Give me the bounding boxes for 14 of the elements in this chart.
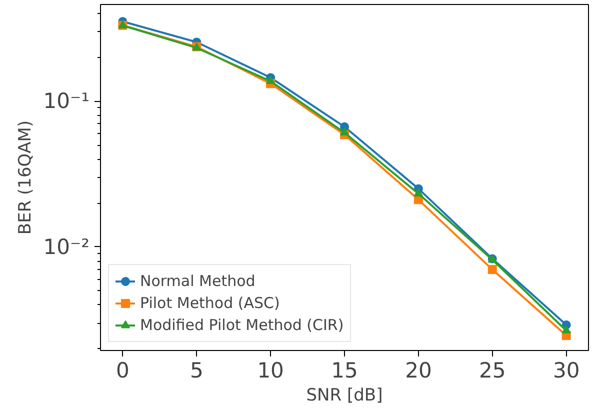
y-tick-label: 10⁻² (43, 234, 90, 259)
legend-label: Normal Method (140, 272, 256, 290)
legend-label: Modified Pilot Method (CIR) (140, 316, 344, 334)
y-tick-label: 10⁻¹ (43, 89, 90, 114)
x-tick-label: 0 (116, 358, 130, 382)
x-tick-label: 30 (552, 358, 580, 382)
y-axis-title: BER (16QAM) (15, 120, 36, 235)
x-tick-label: 20 (405, 358, 432, 382)
x-tick-label: 5 (190, 358, 204, 382)
x-tick-label: 25 (479, 358, 506, 382)
x-tick-label: 15 (331, 358, 358, 382)
legend-label: Pilot Method (ASC) (140, 294, 280, 312)
x-axis-title: SNR [dB] (306, 386, 383, 406)
x-tick-label: 10 (257, 358, 284, 382)
